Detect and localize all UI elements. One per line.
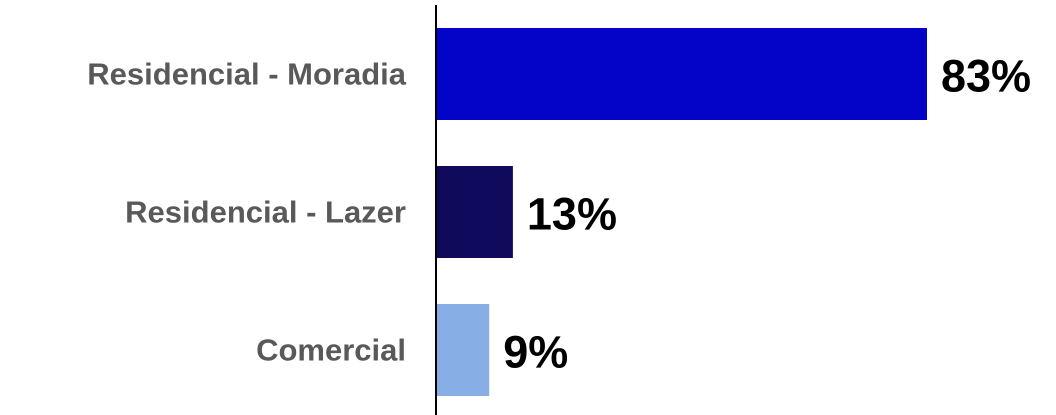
bars-group xyxy=(436,28,927,396)
value-label-2: 13% xyxy=(527,189,617,240)
bar-3 xyxy=(436,304,490,396)
category-label-1: Residencial - Moradia xyxy=(87,57,406,92)
category-labels-group: Residencial - Moradia Residencial - Lazer… xyxy=(87,57,406,368)
category-label-2: Residencial - Lazer xyxy=(125,195,406,230)
value-label-1: 83% xyxy=(941,51,1031,102)
bar-1 xyxy=(436,28,927,120)
value-labels-group: 83% 13% 9% xyxy=(503,51,1031,378)
bar-2 xyxy=(436,166,513,258)
category-label-3: Comercial xyxy=(256,333,406,368)
value-label-3: 9% xyxy=(503,327,568,378)
